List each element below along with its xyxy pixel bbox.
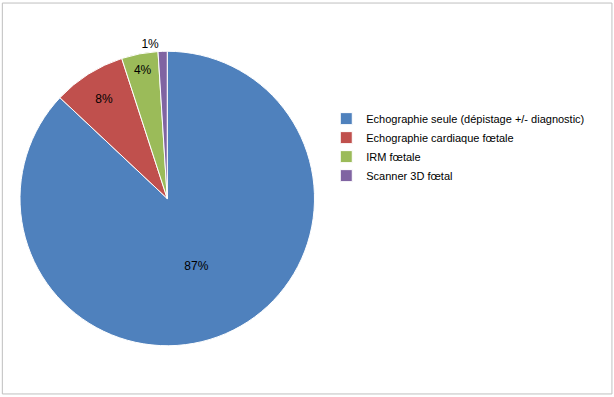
svg-text:IRM fœtale: IRM fœtale xyxy=(366,151,420,163)
svg-text:87%: 87% xyxy=(184,259,208,273)
svg-text:1%: 1% xyxy=(141,37,159,51)
svg-text:Echographie seule (dépistage +: Echographie seule (dépistage +/- diagnos… xyxy=(366,113,584,125)
svg-text:8%: 8% xyxy=(95,92,113,106)
svg-text:Echographie cardiaque fœtale: Echographie cardiaque fœtale xyxy=(366,132,513,144)
svg-text:4%: 4% xyxy=(134,63,152,77)
svg-text:Scanner 3D fœtal: Scanner 3D fœtal xyxy=(366,170,452,182)
